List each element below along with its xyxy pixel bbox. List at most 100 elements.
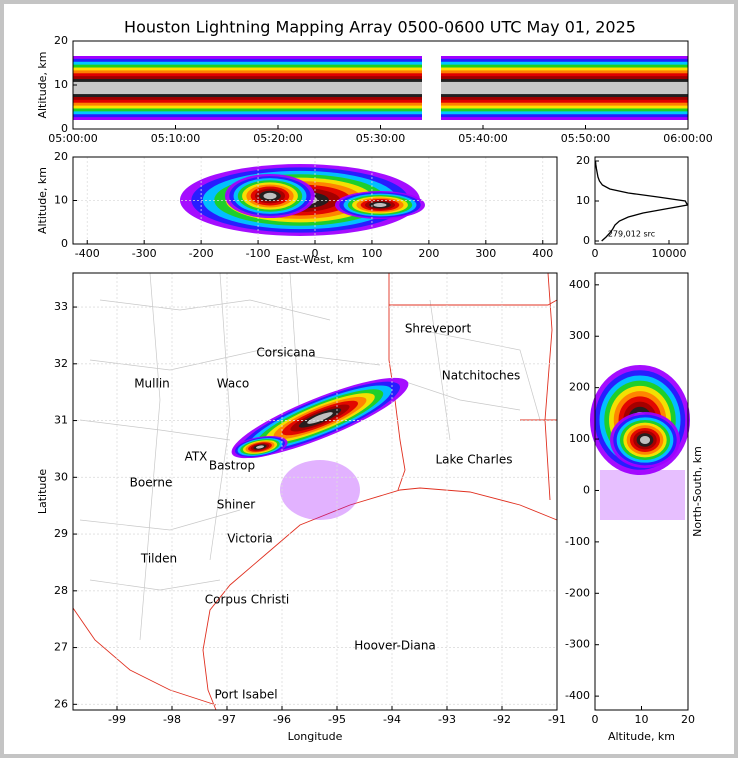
density-layer: [263, 192, 277, 200]
x-tick-label: 05:40:00: [458, 132, 507, 145]
y-tick-label: 10: [54, 78, 68, 91]
place-label: Lake Charles: [436, 453, 513, 467]
county-line: [209, 272, 231, 561]
density-band: [441, 81, 688, 95]
place-label: Natchitoches: [442, 369, 520, 383]
y-tick-label: 0: [61, 237, 68, 250]
y-tick-label: 10: [54, 194, 68, 207]
county-line: [99, 299, 331, 321]
density-band: [73, 81, 422, 95]
y-tick-label: -400: [565, 689, 590, 702]
density-layer: [373, 202, 387, 208]
county-line: [89, 349, 381, 371]
county-line: [419, 329, 541, 421]
y-axis-label: Altitude, km: [36, 167, 49, 234]
profile-line: [594, 160, 689, 242]
x-tick-label: 0: [592, 713, 599, 726]
y-tick-label: 200: [569, 381, 590, 394]
x-tick-label: -200: [189, 247, 214, 260]
x-tick-label: -93: [438, 713, 456, 726]
y-tick-label: 29: [54, 527, 68, 540]
y-tick-label: 300: [569, 329, 590, 342]
place-label: Boerne: [130, 476, 173, 490]
x-tick-label: 05:50:00: [561, 132, 610, 145]
x-tick-label: 10: [635, 713, 649, 726]
y-tick-label: 31: [54, 414, 68, 427]
y-tick-label: 0: [583, 234, 590, 247]
x-tick-label: -91: [548, 713, 566, 726]
y-tick-label: 30: [54, 470, 68, 483]
y-axis-label: Altitude, km: [36, 51, 49, 118]
y-tick-label: 400: [569, 278, 590, 291]
x-axis-label: Altitude, km: [608, 730, 675, 743]
figure: Houston Lightning Mapping Array 0500-060…: [36, 18, 713, 744]
x-tick-label: -400: [75, 247, 100, 260]
plot-frame: [594, 156, 689, 245]
place-label: Corsicana: [256, 346, 315, 360]
place-label: Victoria: [227, 532, 273, 546]
x-tick-label: 0: [312, 247, 319, 260]
y-tick-label: 0: [61, 122, 68, 135]
density-scatter: [600, 470, 685, 520]
county-line: [139, 272, 161, 641]
y-tick-label: 20: [54, 150, 68, 163]
x-tick-label: 300: [475, 247, 496, 260]
x-tick-label: -97: [218, 713, 236, 726]
x-tick-label: 05:00:00: [48, 132, 97, 145]
x-tick-label: 100: [361, 247, 382, 260]
y-tick-label: 10: [576, 194, 590, 207]
place-label: Waco: [217, 377, 249, 391]
x-tick-label: 0: [592, 247, 599, 260]
x-tick-label: -92: [493, 713, 511, 726]
plot-frame: [72, 156, 558, 245]
y-tick-label: -200: [565, 586, 590, 599]
x-tick-label: -99: [108, 713, 126, 726]
x-tick-label: 06:00:00: [663, 132, 712, 145]
county-line: [79, 419, 231, 441]
y-tick-label: 0: [583, 483, 590, 496]
county-line: [429, 299, 451, 441]
state-border: [202, 487, 558, 711]
y-tick-label: 20: [576, 154, 590, 167]
y-axis-label: North-South, km: [691, 446, 704, 537]
x-tick-label: -95: [328, 713, 346, 726]
x-tick-label: 400: [532, 247, 553, 260]
state-border: [389, 299, 558, 306]
y-tick-label: 27: [54, 641, 68, 654]
x-tick-label: -96: [273, 713, 291, 726]
place-label: Bastrop: [209, 459, 255, 473]
x-tick-label: 20: [681, 713, 695, 726]
place-label: Port Isabel: [214, 688, 277, 702]
plot-frame: [72, 40, 689, 130]
panel-line: 0 10000 0 10 20 279,012 src: [576, 154, 689, 260]
y-tick-label: -300: [565, 638, 590, 651]
panel-density: 05:00:00 05:10:00 05:20:00 05:30:00 05:40:00…: [36, 34, 713, 145]
y-tick-label: 26: [54, 697, 68, 710]
state-border: [544, 272, 553, 501]
x-tick-label: -98: [163, 713, 181, 726]
x-tick-label: 05:20:00: [253, 132, 302, 145]
panel-map: -99 -98 -97 -96 -95 -94 -93 -92 -91 26 27 28 29 30 31 3…: [36, 272, 566, 743]
density-layer: [639, 435, 651, 445]
place-label: Hoover-Diana: [354, 639, 436, 653]
annotation: 279,012 src: [608, 230, 655, 239]
plot-frame: [72, 272, 558, 711]
figure-title: Houston Lightning Mapping Array 0500-060…: [124, 18, 636, 37]
x-tick-label: 10000: [651, 247, 686, 260]
county-line: [289, 272, 301, 421]
x-tick-label: -94: [383, 713, 401, 726]
county-line: [89, 579, 221, 591]
y-tick-label: -100: [565, 535, 590, 548]
place-label: Tilden: [140, 552, 177, 566]
y-tick-label: 32: [54, 357, 68, 370]
panel-density: -400 -300 -200 -100 0 100 200 300 400 0 10 20 East-W…: [36, 150, 558, 266]
panel-density: 0 10 20 -400 -300 -200 -100 0 100 200 300 400 Altitu…: [565, 272, 704, 743]
plot-frame: [594, 272, 689, 711]
place-label: ATX: [185, 450, 208, 464]
county-line: [79, 509, 241, 531]
y-tick-label: 33: [54, 300, 68, 313]
place-label: Shiner: [217, 498, 256, 512]
x-tick-label: -100: [246, 247, 271, 260]
x-tick-label: -300: [132, 247, 157, 260]
